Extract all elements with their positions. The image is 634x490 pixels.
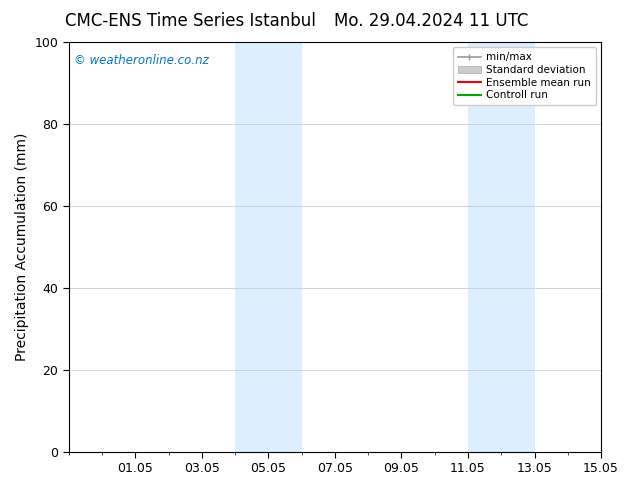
Text: © weatheronline.co.nz: © weatheronline.co.nz bbox=[74, 54, 209, 67]
Text: Mo. 29.04.2024 11 UTC: Mo. 29.04.2024 11 UTC bbox=[334, 12, 528, 30]
Bar bbox=[235, 42, 268, 452]
Y-axis label: Precipitation Accumulation (mm): Precipitation Accumulation (mm) bbox=[15, 133, 29, 361]
Text: CMC-ENS Time Series Istanbul: CMC-ENS Time Series Istanbul bbox=[65, 12, 316, 30]
Bar bbox=[268, 42, 302, 452]
Legend: min/max, Standard deviation, Ensemble mean run, Controll run: min/max, Standard deviation, Ensemble me… bbox=[453, 47, 596, 105]
Bar bbox=[468, 42, 501, 452]
Bar bbox=[501, 42, 534, 452]
